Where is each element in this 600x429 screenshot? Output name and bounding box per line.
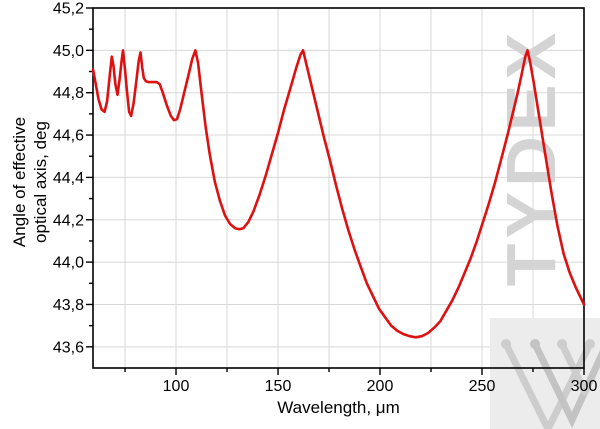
- x-tick-label: 150: [265, 378, 292, 395]
- logo-dot: [530, 339, 540, 349]
- axes-layer: 100 150 200 250 300 43,6 43,8 44,0 44,2 44,4 44,6 4…: [53, 1, 598, 396]
- curve-layer: [91, 49, 586, 339]
- y-tick-label: 43,8: [53, 297, 84, 314]
- x-tick-label: 200: [367, 378, 394, 395]
- y-tick-label: 45,0: [53, 43, 84, 60]
- logo-square: [490, 318, 600, 429]
- tydex-logo-mark: [490, 318, 600, 429]
- y-tick-label: 43,6: [53, 339, 84, 356]
- y-tick-label: 44,0: [53, 255, 84, 272]
- plot-frame: [92, 7, 585, 369]
- y-tick-label: 45,2: [53, 1, 84, 18]
- x-tick-label: 300: [571, 378, 598, 395]
- logo-stroke: [531, 340, 600, 429]
- y-tick-label: 44,8: [53, 85, 84, 102]
- x-tick-label: 250: [469, 378, 496, 395]
- y-tick-label: 44,4: [53, 170, 84, 187]
- logo-dot: [585, 339, 595, 349]
- data-curve: [91, 49, 586, 339]
- x-tick-label: 100: [163, 378, 190, 395]
- logo-dot: [501, 339, 511, 349]
- y-tick-label: 44,2: [53, 212, 84, 229]
- y-tick-label: 44,6: [53, 128, 84, 145]
- logo-dot: [557, 339, 567, 349]
- x-axis-title: Wavelength, μm: [277, 398, 400, 417]
